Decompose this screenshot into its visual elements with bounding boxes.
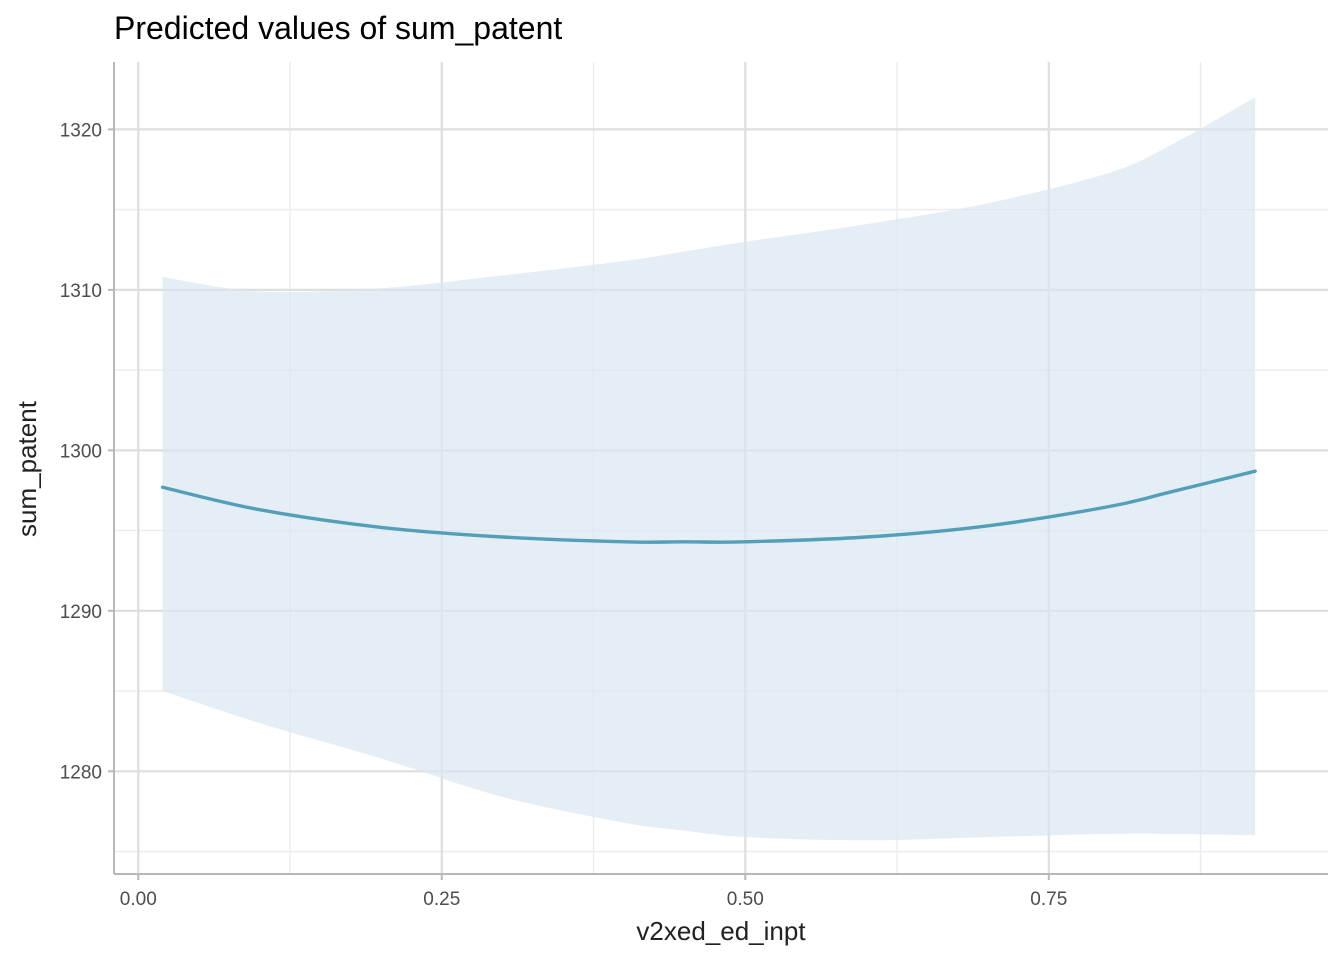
axes-layer [113,62,1328,875]
x-axis-title: v2xed_ed_inpt [636,916,806,946]
chart-title: Predicted values of sum_patent [114,10,562,46]
x-tick-label: 0.50 [727,889,764,910]
predicted-line [160,469,1257,544]
predicted-line-layer [160,469,1257,544]
x-axis-ticks: 0.00 0.25 0.50 0.75 [120,874,1067,910]
x-tick-label: 0.25 [423,889,460,910]
x-tick-label: 0.00 [120,889,157,910]
y-tick-label: 1290 [60,602,102,623]
confidence-band [162,97,1256,841]
y-tick-label: 1320 [60,120,102,141]
y-axis-ticks: 1280 1290 1300 1310 1320 [60,120,114,783]
y-tick-label: 1300 [60,441,102,462]
confidence-band-layer [162,97,1256,841]
x-tick-label: 0.75 [1030,889,1067,910]
y-tick-label: 1280 [60,762,102,783]
y-axis-title: sum_patent [12,400,42,537]
y-tick-label: 1310 [60,281,102,302]
